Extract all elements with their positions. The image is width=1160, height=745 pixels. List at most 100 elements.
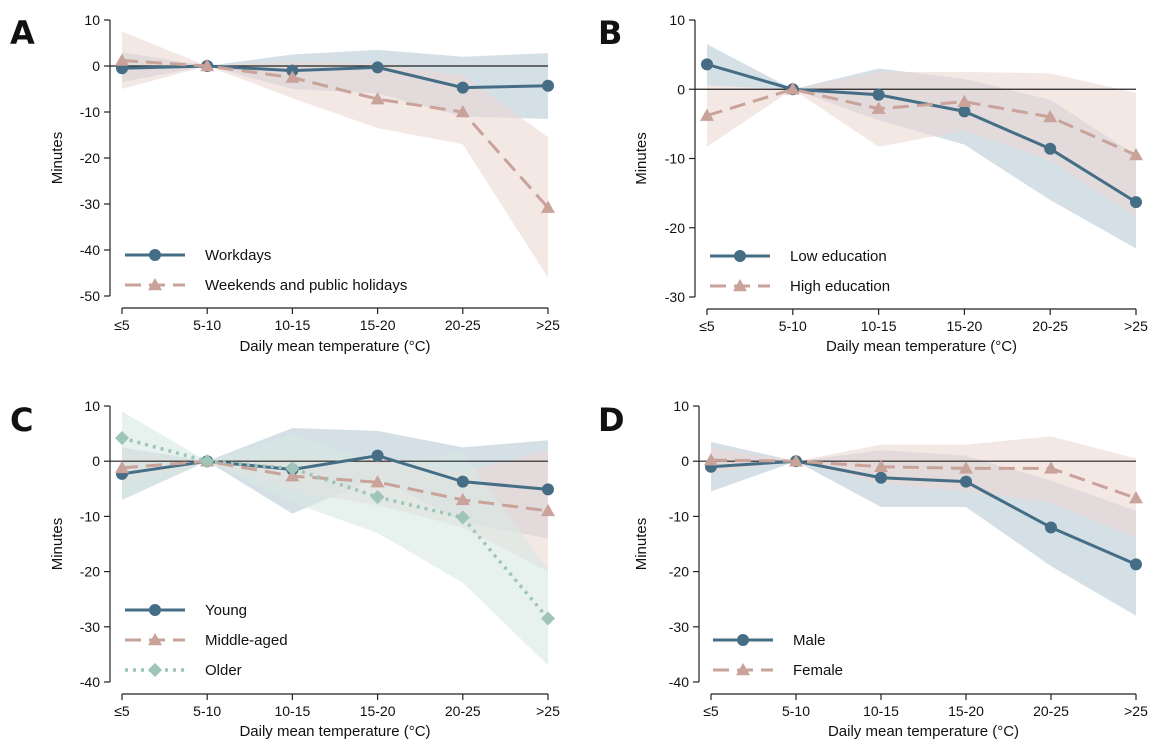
data-point-marker bbox=[959, 461, 973, 474]
legend-marker bbox=[148, 278, 162, 291]
data-point-marker bbox=[700, 108, 714, 121]
y-tick-label: 10 bbox=[84, 398, 100, 414]
legend-marker bbox=[149, 249, 161, 261]
legend-marker bbox=[148, 633, 162, 646]
data-point-marker bbox=[541, 503, 555, 517]
y-tick-label: 0 bbox=[681, 453, 689, 469]
series-line bbox=[706, 87, 1137, 157]
y-tick-label: -40 bbox=[80, 674, 100, 690]
data-point-marker bbox=[371, 449, 384, 462]
x-tick-label: 10-15 bbox=[863, 703, 899, 719]
data-point-marker bbox=[874, 459, 888, 472]
data-point-marker bbox=[115, 431, 129, 446]
data-point-marker bbox=[456, 81, 469, 94]
data-point-marker bbox=[285, 461, 300, 476]
legend-label: Low education bbox=[790, 248, 887, 265]
data-point-marker bbox=[785, 82, 800, 95]
data-point-marker bbox=[871, 101, 886, 114]
y-tick-label: -20 bbox=[80, 564, 100, 580]
x-tick-label: 10-15 bbox=[861, 318, 897, 334]
legend-label: Weekends and public holidays bbox=[205, 277, 407, 294]
y-tick-label: 10 bbox=[669, 12, 685, 28]
data-point-marker bbox=[455, 105, 470, 118]
data-point-marker bbox=[1043, 109, 1058, 123]
data-point-marker bbox=[960, 475, 972, 488]
series-line bbox=[710, 459, 1137, 566]
series-line bbox=[706, 62, 1137, 204]
x-tick-label: 20-25 bbox=[1032, 318, 1068, 334]
data-point-marker bbox=[875, 471, 887, 484]
x-tick-label: 5-10 bbox=[193, 317, 221, 333]
data-point-marker bbox=[541, 611, 555, 626]
y-tick-label: -30 bbox=[80, 196, 100, 212]
chart-panel-c: C 10 0 -10 -20 -30 -40 ≤5 5-10 10-15 15-20 20-25 >25… bbox=[10, 398, 560, 740]
y-tick-label: -30 bbox=[80, 619, 100, 635]
y-tick-label: -30 bbox=[665, 289, 685, 305]
y-tick-label: -20 bbox=[665, 220, 685, 236]
x-axis-title: Daily mean temperature (°C) bbox=[826, 338, 1017, 355]
data-point-marker bbox=[704, 453, 718, 466]
x-tick-label: >25 bbox=[1124, 318, 1148, 334]
legend-label: Young bbox=[205, 602, 247, 619]
y-tick-label: -40 bbox=[80, 242, 100, 258]
y-tick-label: -20 bbox=[669, 564, 689, 580]
data-point-marker bbox=[1129, 148, 1143, 161]
y-tick-label: -10 bbox=[80, 104, 100, 120]
confidence-band bbox=[122, 31, 548, 278]
data-point-marker bbox=[957, 94, 972, 107]
panel-letter: B bbox=[598, 14, 622, 52]
legend-label: Male bbox=[793, 632, 826, 649]
x-tick-label: 15-20 bbox=[948, 703, 984, 719]
y-tick-label: 0 bbox=[92, 58, 100, 74]
y-tick-label: -10 bbox=[669, 508, 689, 524]
x-tick-label: ≤5 bbox=[703, 703, 719, 719]
legend-label: Middle-aged bbox=[205, 632, 288, 649]
x-tick-label: 20-25 bbox=[1033, 703, 1069, 719]
data-point-marker bbox=[455, 492, 470, 506]
x-tick-label: >25 bbox=[536, 703, 560, 719]
panel-letter: C bbox=[10, 401, 33, 439]
x-tick-label: 20-25 bbox=[445, 703, 481, 719]
y-tick-label: -40 bbox=[669, 674, 689, 690]
y-axis-title: Minutes bbox=[633, 132, 650, 185]
data-point-marker bbox=[541, 200, 555, 213]
data-point-marker bbox=[371, 61, 384, 74]
x-tick-label: ≤5 bbox=[114, 703, 130, 719]
panel-letter: A bbox=[10, 14, 35, 52]
y-tick-label: 0 bbox=[677, 81, 685, 97]
legend-marker bbox=[149, 604, 161, 616]
y-tick-label: 0 bbox=[92, 453, 100, 469]
x-tick-label: >25 bbox=[1124, 703, 1148, 719]
y-tick-label: -10 bbox=[665, 151, 685, 167]
x-axis-title: Daily mean temperature (°C) bbox=[239, 723, 430, 740]
legend-marker bbox=[148, 663, 162, 677]
x-tick-label: >25 bbox=[536, 317, 560, 333]
x-tick-label: ≤5 bbox=[699, 318, 715, 334]
y-tick-label: 10 bbox=[84, 12, 100, 28]
data-point-marker bbox=[455, 510, 470, 525]
data-point-marker bbox=[958, 105, 971, 118]
data-point-marker bbox=[701, 58, 713, 71]
legend-label: Older bbox=[205, 662, 242, 679]
y-axis-title: Minutes bbox=[49, 518, 66, 571]
series-line bbox=[121, 454, 549, 491]
legend-label: Workdays bbox=[205, 247, 271, 264]
x-tick-label: 20-25 bbox=[445, 317, 481, 333]
x-tick-label: 5-10 bbox=[193, 703, 221, 719]
y-tick-label: -30 bbox=[669, 619, 689, 635]
y-tick-label: -10 bbox=[80, 508, 100, 524]
data-point-marker bbox=[542, 483, 554, 496]
data-point-marker bbox=[872, 88, 885, 101]
data-point-marker bbox=[115, 460, 129, 474]
data-point-marker bbox=[1045, 521, 1057, 534]
data-point-marker bbox=[370, 475, 385, 488]
x-tick-label: 5-10 bbox=[782, 703, 810, 719]
data-point-marker bbox=[200, 59, 215, 72]
legend-marker bbox=[734, 250, 746, 262]
data-point-marker bbox=[542, 79, 554, 92]
confidence-band bbox=[707, 71, 1136, 218]
panel-letter: D bbox=[598, 401, 625, 439]
series-line bbox=[121, 58, 550, 209]
legend-marker bbox=[737, 634, 749, 646]
